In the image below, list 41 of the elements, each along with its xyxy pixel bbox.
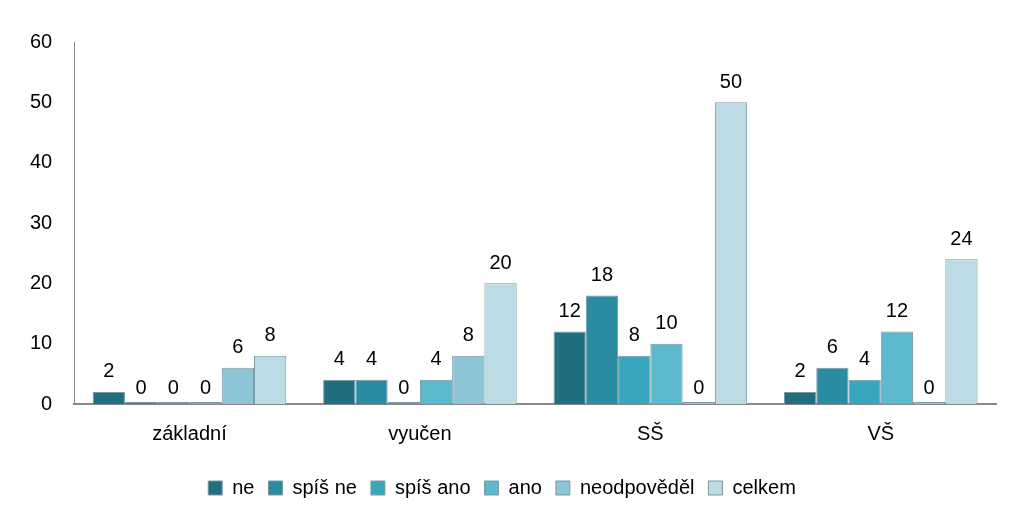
legend-label: ano bbox=[508, 475, 542, 498]
data-label: 4 bbox=[430, 347, 442, 370]
data-label: 0 bbox=[167, 375, 179, 398]
y-tick-label: 40 bbox=[30, 150, 53, 173]
x-tick-label: SŠ bbox=[637, 421, 664, 444]
data-label: 0 bbox=[200, 375, 212, 398]
data-label: 8 bbox=[462, 323, 474, 346]
data-label: 0 bbox=[398, 375, 410, 398]
data-label: 2 bbox=[794, 359, 806, 382]
legend-label: ne bbox=[232, 475, 255, 498]
x-tick-label: základní bbox=[152, 421, 228, 444]
data-label: 2 bbox=[103, 359, 115, 382]
legend-label: neodpověděl bbox=[579, 475, 695, 498]
data-label: 10 bbox=[655, 311, 678, 334]
legend-label: spíš ano bbox=[394, 475, 471, 498]
data-label: 8 bbox=[264, 323, 276, 346]
data-label: 20 bbox=[489, 250, 512, 273]
data-label: 50 bbox=[719, 69, 743, 92]
x-tick-label: vyučen bbox=[388, 421, 452, 444]
y-tick-label: 10 bbox=[30, 331, 53, 354]
x-tick-label: VŠ bbox=[867, 421, 895, 444]
data-label: 0 bbox=[135, 375, 147, 398]
y-tick-label: 50 bbox=[30, 89, 53, 112]
data-label: 12 bbox=[885, 299, 909, 322]
data-label: 4 bbox=[333, 347, 345, 370]
y-tick-label: 60 bbox=[30, 29, 53, 52]
data-label: 0 bbox=[923, 375, 935, 398]
data-label: 8 bbox=[628, 323, 640, 346]
data-label: 24 bbox=[950, 226, 973, 249]
data-label: 6 bbox=[232, 335, 244, 358]
data-label: 6 bbox=[826, 335, 838, 358]
y-tick-label: 30 bbox=[30, 210, 53, 233]
y-tick-label: 20 bbox=[30, 270, 53, 293]
data-label: 12 bbox=[558, 299, 581, 322]
data-label: 4 bbox=[365, 347, 378, 370]
data-label: 18 bbox=[590, 262, 614, 285]
data-label: 0 bbox=[693, 375, 705, 398]
y-tick-label: 0 bbox=[41, 391, 53, 414]
legend-label: celkem bbox=[732, 475, 796, 498]
legend-label: spíš ne bbox=[292, 475, 357, 498]
data-label: 4 bbox=[859, 347, 871, 370]
